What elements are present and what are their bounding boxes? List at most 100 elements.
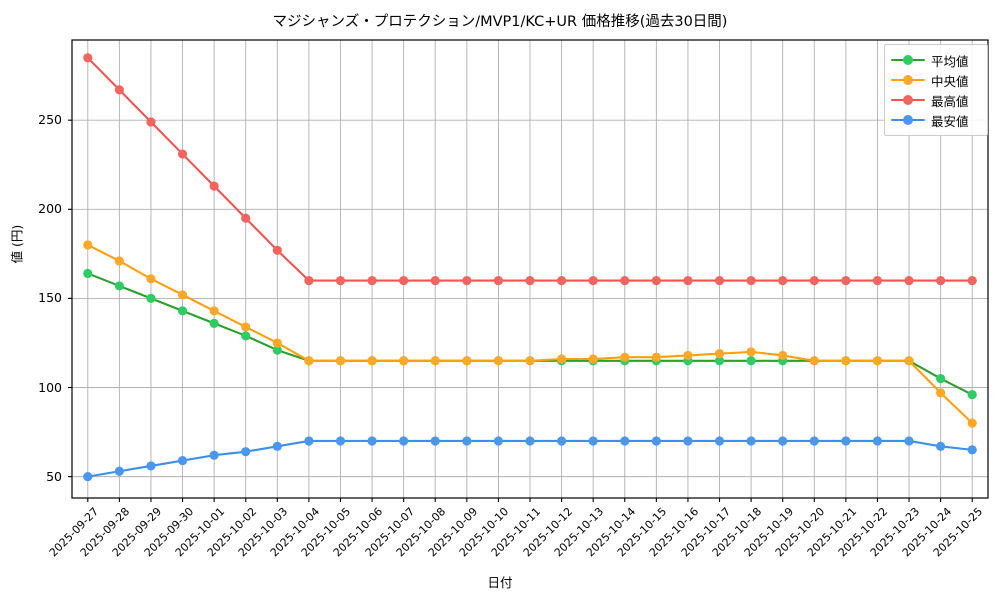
data-point bbox=[335, 436, 346, 446]
data-point bbox=[430, 436, 440, 446]
data-point bbox=[651, 275, 661, 286]
data-point bbox=[177, 306, 188, 316]
y-tick-label: 250 bbox=[38, 112, 62, 128]
data-point bbox=[304, 356, 314, 366]
data-point bbox=[241, 447, 251, 457]
data-point bbox=[462, 356, 472, 366]
data-point bbox=[209, 306, 219, 316]
data-point bbox=[872, 356, 883, 366]
data-point bbox=[241, 322, 251, 332]
data-point bbox=[272, 345, 282, 355]
data-point bbox=[872, 275, 883, 286]
data-point bbox=[746, 356, 756, 366]
data-point bbox=[83, 268, 93, 279]
data-point bbox=[620, 275, 630, 286]
data-point bbox=[272, 245, 282, 255]
data-point bbox=[556, 436, 567, 446]
data-point bbox=[114, 281, 124, 291]
axis-ticks bbox=[68, 119, 973, 502]
data-point bbox=[967, 275, 977, 286]
data-point bbox=[904, 275, 914, 286]
data-point bbox=[146, 293, 156, 303]
data-point bbox=[209, 450, 219, 460]
data-point bbox=[936, 374, 946, 384]
data-point bbox=[872, 436, 883, 446]
data-point bbox=[367, 356, 377, 366]
legend-label: 最安値 bbox=[931, 113, 969, 129]
data-point bbox=[683, 275, 693, 286]
data-point bbox=[841, 275, 851, 286]
data-point bbox=[177, 455, 188, 466]
data-point bbox=[146, 274, 156, 284]
data-point bbox=[683, 350, 693, 361]
data-point bbox=[809, 356, 819, 366]
legend-label: 中央値 bbox=[931, 73, 969, 89]
data-point bbox=[683, 436, 693, 446]
data-point bbox=[809, 275, 819, 286]
data-point bbox=[525, 356, 535, 366]
data-point bbox=[335, 356, 346, 366]
legend-marker-icon bbox=[891, 113, 925, 127]
data-point bbox=[430, 356, 440, 366]
data-point bbox=[83, 240, 93, 250]
data-point bbox=[525, 275, 535, 286]
legend-item-3[interactable]: 最高値 bbox=[891, 90, 981, 110]
data-point bbox=[714, 356, 725, 366]
data-point bbox=[651, 436, 661, 446]
data-point bbox=[620, 352, 630, 362]
data-point bbox=[936, 388, 946, 398]
data-point bbox=[304, 436, 314, 446]
data-point bbox=[556, 354, 567, 364]
y-tick-label: 50 bbox=[46, 468, 62, 484]
data-point bbox=[114, 85, 124, 95]
legend-item-1[interactable]: 平均値 bbox=[891, 50, 981, 70]
data-point bbox=[462, 436, 472, 446]
data-point bbox=[746, 436, 756, 446]
data-point bbox=[493, 436, 504, 446]
data-point bbox=[841, 436, 851, 446]
data-point bbox=[588, 436, 598, 446]
grid-lines bbox=[72, 40, 988, 498]
data-point bbox=[83, 53, 93, 63]
y-axis-label: 値 (円) bbox=[9, 224, 25, 264]
data-point bbox=[778, 350, 788, 361]
data-point bbox=[746, 347, 756, 357]
data-point bbox=[399, 356, 409, 366]
data-point bbox=[936, 441, 946, 451]
data-point bbox=[778, 275, 788, 286]
data-point bbox=[588, 354, 598, 364]
data-point bbox=[588, 275, 598, 286]
series-2 bbox=[83, 240, 977, 428]
data-point bbox=[399, 275, 409, 286]
data-point bbox=[209, 181, 219, 191]
chart-title: マジシャンズ・プロテクション/MVP1/KC+UR 価格推移(過去30日間) bbox=[272, 14, 728, 30]
data-series bbox=[83, 53, 977, 482]
data-point bbox=[936, 275, 946, 286]
data-point bbox=[209, 318, 219, 328]
data-point bbox=[714, 436, 725, 446]
data-point bbox=[114, 466, 124, 476]
data-point bbox=[904, 356, 914, 366]
series-3 bbox=[83, 53, 977, 286]
y-tick-label: 200 bbox=[38, 201, 62, 217]
data-point bbox=[714, 349, 725, 359]
data-point bbox=[83, 472, 93, 482]
legend-item-4[interactable]: 最安値 bbox=[891, 110, 981, 130]
data-point bbox=[525, 436, 535, 446]
data-point bbox=[114, 256, 124, 266]
legend-marker-icon bbox=[891, 73, 925, 87]
data-point bbox=[967, 445, 977, 455]
data-point bbox=[335, 275, 346, 286]
data-point bbox=[146, 461, 156, 471]
legend-marker-icon bbox=[891, 93, 925, 107]
x-axis-label: 日付 bbox=[487, 575, 513, 590]
chart-legend: 平均値中央値 最高値最安値 bbox=[884, 44, 988, 136]
data-point bbox=[556, 275, 567, 286]
legend-item-2[interactable]: 中央値 bbox=[891, 70, 981, 90]
data-point bbox=[778, 436, 788, 446]
data-point bbox=[304, 275, 314, 286]
data-point bbox=[493, 356, 504, 366]
data-point bbox=[967, 418, 977, 428]
